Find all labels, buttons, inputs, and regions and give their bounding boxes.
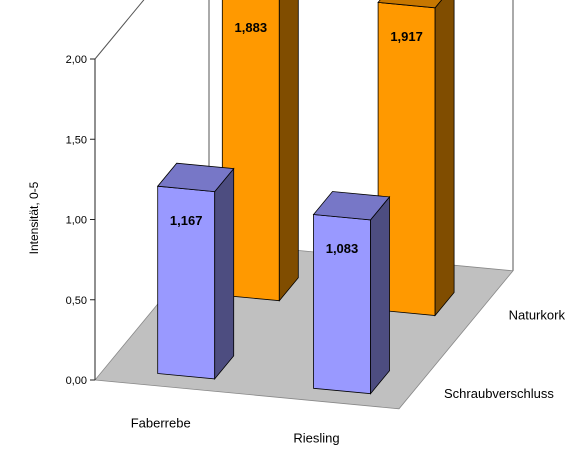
back-wall-edge — [512, 0, 514, 271]
bar-side-face — [370, 195, 390, 395]
y-tick-label: 0,50 — [66, 295, 87, 307]
data-label: 1,883 — [235, 20, 268, 35]
bar-top-face — [312, 191, 391, 221]
labels: 1,883 1,917 1,167 1,083 Faberrebe Riesling Sch… — [131, 20, 566, 446]
data-label: 1,917 — [390, 29, 423, 44]
bar-naturkork-faberrebe — [221, 0, 299, 302]
bar-side-face — [278, 0, 299, 302]
left-wall-edge — [94, 0, 210, 242]
y-tick-label: 2,00 — [66, 54, 87, 66]
bars — [156, 0, 455, 395]
series-label: Naturkork — [509, 308, 566, 323]
bar-schraubverschluss-faberrebe — [156, 162, 235, 381]
bar-naturkork-riesling — [377, 0, 455, 317]
data-label: 1,083 — [326, 241, 359, 256]
bar-schraubverschluss-riesling — [312, 191, 391, 395]
y-tick-label: 0,00 — [66, 375, 87, 387]
series-label: Schraubverschluss — [444, 386, 554, 401]
y-tick-label: 1,00 — [66, 215, 87, 227]
bar-side-face — [214, 167, 235, 381]
y-axis-title: Intensität, 0-5 — [27, 181, 41, 254]
chart-walls — [94, 0, 514, 271]
bar-top-face — [377, 0, 443, 9]
category-label: Riesling — [293, 431, 339, 446]
y-tick-label: 1,50 — [66, 134, 87, 146]
bar-side-face — [434, 0, 455, 317]
data-label: 1,167 — [170, 213, 203, 228]
bar-front-face — [221, 0, 280, 302]
bar-top-face — [156, 162, 235, 193]
y-axis: 0,00 0,50 1,00 1,50 2,00 — [66, 54, 96, 387]
category-label: Faberrebe — [131, 416, 191, 431]
